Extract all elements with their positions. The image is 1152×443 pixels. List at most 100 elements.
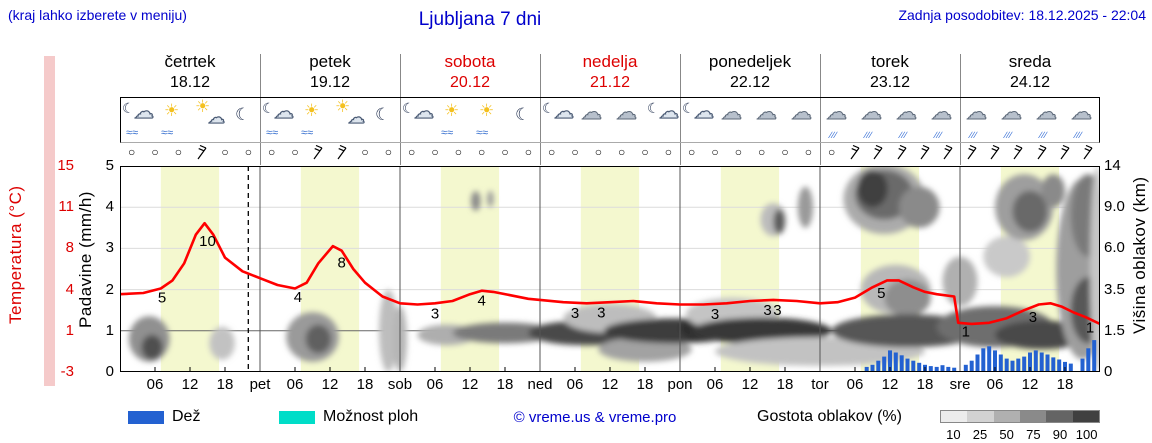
weather-icon-moon-cloud: ☾ ☁ bbox=[401, 98, 435, 140]
day-date: 24.12 bbox=[1009, 74, 1051, 91]
weather-icon-cloud-rain: ☁ ∕∕∕ bbox=[856, 98, 890, 140]
c-tick-value: 0 bbox=[1104, 363, 1113, 380]
wind-calm-symbol: ○ bbox=[548, 145, 556, 159]
hour-label: 06 bbox=[566, 376, 584, 393]
wind-barb-symbol bbox=[895, 144, 908, 163]
temperature-axis-strip bbox=[44, 56, 55, 386]
temperature-value-label: 5 bbox=[158, 290, 166, 307]
hour-label: 06 bbox=[146, 376, 164, 393]
hour-label: 12 bbox=[601, 376, 619, 393]
moon-glyph: ☾ bbox=[542, 100, 555, 116]
temperature-value-label: 3 bbox=[1029, 309, 1037, 326]
day-abbr-label: pon bbox=[667, 376, 693, 393]
weather-icon-sun-fog: ☀ ≈≈ bbox=[156, 98, 190, 140]
temperature-value-label: 4 bbox=[294, 289, 302, 306]
rain-bar bbox=[987, 346, 992, 371]
rain-bar bbox=[993, 350, 997, 371]
weather-icon-cloud-rain: ☁ ∕∕∕ bbox=[1066, 98, 1100, 140]
hour-label: 18 bbox=[1056, 376, 1074, 393]
weather-icon-sun-fog: ☀ ≈≈ bbox=[296, 98, 330, 140]
rain-bar bbox=[1033, 350, 1038, 371]
wind-calm-symbol: ○ bbox=[804, 145, 812, 159]
density-block bbox=[1019, 411, 1047, 422]
cloudg-glyph: ☁ bbox=[1071, 101, 1093, 124]
wind-calm-symbol: ○ bbox=[758, 145, 766, 159]
density-tick-label: 50 bbox=[999, 427, 1014, 442]
sun-glyph: ☀ bbox=[479, 101, 495, 120]
p-tick-value: 2 bbox=[105, 280, 114, 298]
cloudg-glyph: ☁ bbox=[1001, 101, 1023, 124]
wind-barb-symbol bbox=[872, 144, 885, 163]
cloudg-glyph: ☁ bbox=[826, 101, 848, 124]
wind-barb-symbol bbox=[195, 144, 208, 163]
p-tick-value: 0 bbox=[105, 363, 114, 380]
wind-calm-symbol: ○ bbox=[501, 145, 509, 159]
density-block bbox=[1046, 411, 1073, 422]
density-tick-label: 75 bbox=[1026, 427, 1041, 442]
rain-glyph: ∕∕∕ bbox=[1040, 130, 1048, 140]
day-name: nedelja bbox=[582, 52, 638, 71]
weather-icon-sun-cloud: ☀ ☁ bbox=[191, 98, 226, 140]
temperature-value-label: 3 bbox=[763, 302, 771, 319]
weather-icon-moon-cloud: ☾ ☁ bbox=[541, 98, 575, 140]
day-headers-row: četrtek 18.12 petek 19.12 sobota 20.12 nedelja… bbox=[120, 52, 1100, 94]
cloud-shading bbox=[128, 166, 1100, 372]
weather-icon-moon-cloud-fog: ☾ ☁ ≈≈ bbox=[261, 98, 295, 140]
day-date: 22.12 bbox=[729, 74, 771, 91]
rain-glyph: ∕∕∕ bbox=[1075, 130, 1083, 140]
copyright-link[interactable]: © vreme.us & vreme.pro bbox=[513, 409, 677, 426]
wind-calm-symbol: ○ bbox=[664, 145, 672, 159]
rain-bar bbox=[882, 356, 887, 371]
t-tick-value: 15 bbox=[57, 157, 74, 174]
c-tick-value: 9.0 bbox=[1104, 198, 1125, 216]
t-tick-value: 1 bbox=[65, 321, 74, 339]
density-tick-label: 25 bbox=[972, 427, 988, 442]
cloudw-glyph: ☁ bbox=[133, 101, 154, 123]
rain-bar bbox=[998, 354, 1003, 371]
cloudg-glyph: ☁ bbox=[896, 101, 918, 124]
moon-glyph: ☾ bbox=[235, 105, 251, 124]
wind-calm-symbol: ○ bbox=[478, 145, 486, 159]
moon-glyph: ☾ bbox=[122, 100, 135, 116]
day-separator bbox=[540, 54, 541, 165]
fog-glyph: ≈≈ bbox=[126, 127, 139, 139]
day-separator bbox=[820, 54, 821, 165]
rain-glyph: ∕∕∕ bbox=[935, 130, 943, 140]
hour-label: 06 bbox=[426, 376, 444, 393]
rain-glyph: ∕∕∕ bbox=[865, 130, 873, 140]
rain-bar bbox=[1092, 340, 1097, 371]
wind-barb-symbol bbox=[1082, 144, 1095, 163]
hour-label: 12 bbox=[881, 376, 899, 393]
rain-bar bbox=[1068, 363, 1073, 371]
wind-barb-symbol bbox=[965, 144, 978, 163]
weather-icon-sun-fog: ☀ ≈≈ bbox=[436, 98, 470, 140]
density-block bbox=[1072, 411, 1099, 422]
weather-icon-moon-cloud-fog: ☾ ☁ ≈≈ bbox=[121, 98, 155, 140]
cloudw-glyph: ☁ bbox=[693, 101, 714, 123]
day-separator bbox=[680, 54, 681, 165]
weather-icon-sun-cloud: ☀ ☁ bbox=[331, 98, 366, 140]
temperature-value-label: 10 bbox=[199, 233, 216, 250]
rain-bar bbox=[952, 367, 957, 371]
weather-icon-cloud-rain: ☁ ∕∕∕ bbox=[926, 98, 960, 140]
weather-icon-cloud-rain: ☁ ∕∕∕ bbox=[961, 98, 995, 140]
cloudg-glyph: ☁ bbox=[721, 101, 743, 124]
rain-bar bbox=[1016, 358, 1021, 371]
temperature-value-label: 1 bbox=[1086, 319, 1094, 336]
wind-calm-symbol: ○ bbox=[781, 145, 789, 159]
c-tick-value: 14 bbox=[1104, 157, 1121, 174]
weather-icon-moon-cloud: ☾ ☁ bbox=[646, 98, 680, 140]
p-tick-value: 1 bbox=[105, 321, 114, 339]
rain-bar bbox=[1039, 352, 1044, 371]
temperature-line bbox=[120, 221, 1100, 326]
day-header-petek: petek 19.12 bbox=[260, 52, 400, 94]
wind-calm-symbol: ○ bbox=[594, 145, 602, 159]
cloudw-glyph: ☁ bbox=[658, 101, 679, 123]
wind-calm-symbol: ○ bbox=[688, 145, 696, 159]
rain-bar bbox=[1028, 352, 1032, 371]
weather-icon-cloud-rain: ☁ ∕∕∕ bbox=[996, 98, 1030, 140]
rain-bar bbox=[946, 366, 951, 371]
wind-calm-symbol: ○ bbox=[384, 145, 392, 159]
weather-icon-cloud: ☁ bbox=[716, 98, 750, 140]
